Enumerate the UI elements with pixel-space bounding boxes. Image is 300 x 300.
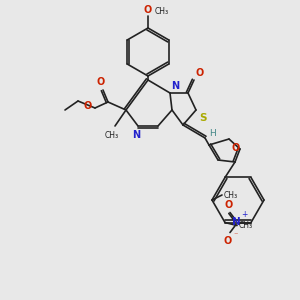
Text: O: O xyxy=(97,77,105,87)
Text: N: N xyxy=(132,130,140,140)
Text: O: O xyxy=(224,236,232,245)
Text: CH₃: CH₃ xyxy=(105,131,119,140)
Text: O: O xyxy=(84,101,92,111)
Text: N: N xyxy=(171,81,179,91)
Text: +: + xyxy=(241,209,247,218)
Text: O: O xyxy=(225,200,233,209)
Text: S: S xyxy=(199,113,206,123)
Text: CH₃: CH₃ xyxy=(224,190,238,200)
Text: N: N xyxy=(232,217,240,226)
Text: CH₃: CH₃ xyxy=(155,8,169,16)
Text: O: O xyxy=(231,143,239,153)
Text: ⁻: ⁻ xyxy=(233,230,237,239)
Text: CH₃: CH₃ xyxy=(239,221,253,230)
Text: O: O xyxy=(144,5,152,15)
Text: O: O xyxy=(195,68,203,78)
Text: H: H xyxy=(209,130,216,139)
